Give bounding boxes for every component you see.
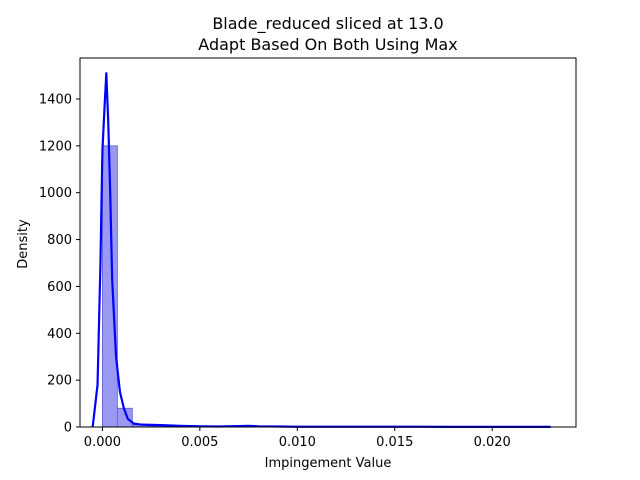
y-tick-label: 0 [64, 421, 72, 436]
x-tick-label: 0.015 [376, 435, 413, 450]
x-axis-label: Impingement Value [265, 456, 392, 471]
y-tick-label: 1400 [39, 93, 72, 108]
y-axis-label: Density [16, 219, 31, 269]
y-tick-label: 1200 [39, 139, 72, 154]
x-tick-label: 0.010 [279, 435, 316, 450]
y-tick-label: 800 [47, 233, 72, 248]
x-tick-label: 0.000 [84, 435, 121, 450]
y-tick-label: 200 [47, 374, 72, 389]
chart-title: Blade_reduced sliced at 13.0 [212, 14, 443, 34]
x-tick-label: 0.020 [474, 435, 511, 450]
y-axis-ticks: 0 200 400 600 800 1000 1200 1400 [39, 93, 80, 436]
x-axis-ticks: 0.000 0.005 0.010 0.015 0.020 [84, 427, 511, 450]
kde-line [91, 72, 551, 428]
histogram-bars [102, 145, 552, 428]
y-tick-label: 1000 [39, 186, 72, 201]
y-tick-label: 400 [47, 327, 72, 342]
plot-frame [79, 57, 577, 428]
x-tick-label: 0.005 [181, 435, 218, 450]
chart-subtitle: Adapt Based On Both Using Max [198, 35, 457, 54]
y-tick-label: 600 [47, 280, 72, 295]
